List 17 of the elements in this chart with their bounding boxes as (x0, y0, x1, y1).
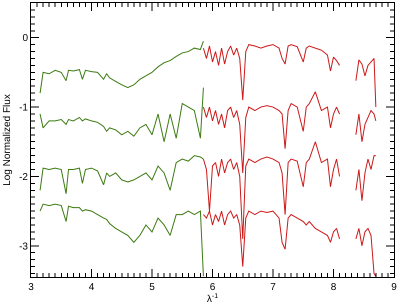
x-tick-label: 8 (330, 282, 337, 293)
x-tick-label: 4 (88, 282, 95, 293)
x-axis-title: λ$^{-1}$ (206, 293, 218, 306)
x-tick-label: 7 (270, 282, 276, 293)
y-tick-label: 0 (22, 33, 28, 44)
x-tick-label: 5 (149, 282, 156, 293)
y-tick-label: -2 (19, 172, 28, 183)
line-series (40, 155, 204, 194)
y-tick-label: -1 (19, 102, 28, 114)
x-tick-label: 9 (391, 282, 398, 293)
y-tick-label: -3 (19, 241, 28, 252)
line-series (40, 40, 204, 94)
y-axis-title: Log Normalized Flux (2, 94, 14, 186)
x-tick-label: 3 (28, 282, 34, 293)
line-series (40, 87, 204, 142)
line-series (40, 204, 204, 277)
x-tick-label: 6 (210, 282, 216, 293)
